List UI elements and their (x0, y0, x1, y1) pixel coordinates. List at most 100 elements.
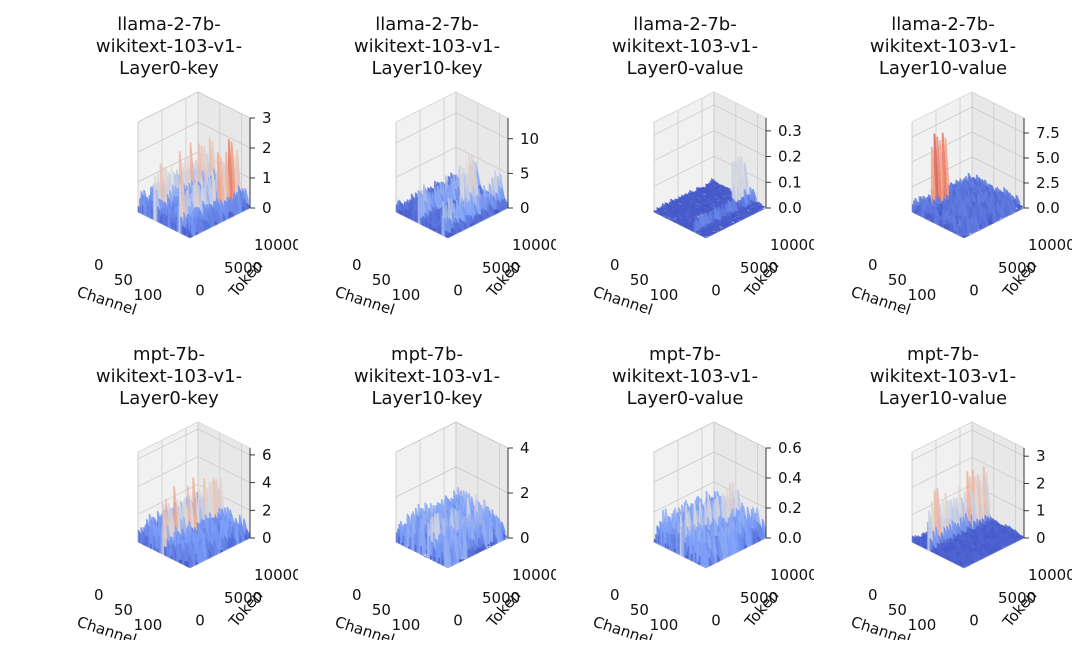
chart-title-line: wikitext-103-v1- (95, 36, 243, 57)
z-tick-label: 0.0 (778, 199, 802, 217)
y-tick-label: 5000 (482, 259, 520, 277)
z-tick-label: 7.5 (1036, 124, 1060, 142)
chart-title-line: wikitext-103-v1- (611, 36, 759, 57)
y-tick-label: 5000 (998, 259, 1036, 277)
gridline (137, 151, 199, 183)
y-tick-label: 10000 (512, 236, 556, 254)
gridline (137, 121, 199, 153)
z-tick-label: 2 (262, 501, 272, 519)
z-tick-label: 5 (520, 164, 530, 182)
gridline (395, 466, 457, 498)
chart-title: mpt-7b-wikitext-103-v1- Layer0-key (40, 344, 298, 410)
surface-cell (188, 554, 193, 569)
chart-title: llama-2-7b-wikitext-103-v1- Layer0-key (40, 14, 298, 80)
z-tick-label: 4 (262, 474, 272, 492)
surface-cell (1000, 205, 1006, 220)
x-tick-label: 50 (114, 601, 133, 619)
z-tick-label: 0 (520, 199, 530, 217)
x-tick-label: 0 (610, 256, 620, 274)
z-tick-label: 0.1 (778, 173, 802, 191)
x-tick-label: 50 (888, 271, 907, 289)
y-tick-label: 10000 (770, 236, 814, 254)
z-tick-label: 0 (262, 199, 272, 217)
x-tick-label: 0 (94, 586, 104, 604)
chart-title-line: Layer0-key (119, 388, 219, 409)
y-tick-label: 10000 (1028, 236, 1072, 254)
y-tick-label: 0 (969, 281, 979, 299)
chart-title-line: Layer0-key (119, 58, 219, 79)
chart-title-line: mpt-7b- (391, 344, 463, 365)
chart-title-line: Layer10-value (878, 58, 1008, 79)
gridline (197, 91, 251, 119)
chart-title: llama-2-7b-wikitext-103-v1- Layer0-value (556, 14, 814, 80)
subplot-4: llama-2-7b-wikitext-103-v1- Layer10-value… (814, 0, 1072, 322)
y-tick-label: 5000 (740, 259, 778, 277)
gridline (395, 147, 457, 178)
x-tick-label: 100 (392, 286, 421, 304)
gridline (137, 456, 199, 487)
chart-title-line: wikitext-103-v1- (869, 36, 1017, 57)
z-tick-label: 1 (262, 169, 272, 187)
z-tick-label: 0.0 (1036, 199, 1060, 217)
surface-cell (962, 234, 967, 239)
y-tick-label: 10000 (254, 236, 298, 254)
gridline (455, 421, 509, 449)
z-tick-label: 10 (520, 130, 539, 148)
y-tick-label: 0 (711, 281, 721, 299)
x-tick-label: 50 (630, 271, 649, 289)
gridline (653, 104, 715, 136)
x-tick-label: 0 (94, 256, 104, 274)
gridline (653, 130, 715, 161)
y-tick-label: 0 (195, 611, 205, 629)
z-tick-label: 5.0 (1036, 149, 1060, 167)
gridline (395, 112, 457, 144)
chart-title: llama-2-7b-wikitext-103-v1- Layer10-key (298, 14, 556, 80)
chart-title: mpt-7b-wikitext-103-v1- Layer10-key (298, 344, 556, 410)
x-tick-label: 100 (134, 616, 163, 634)
chart-title-line: mpt-7b- (133, 344, 205, 365)
x-tick-label: 100 (908, 286, 937, 304)
chart-title-line: Layer0-value (626, 58, 744, 79)
y-tick-label: 10000 (254, 566, 298, 584)
x-tick-label: 100 (134, 286, 163, 304)
z-tick-label: 2 (262, 139, 272, 157)
z-tick-label: 0.2 (778, 148, 802, 166)
subplot-6: mpt-7b-wikitext-103-v1- Layer10-key 0 2 4 0 50… (298, 330, 556, 652)
gridline (395, 421, 457, 453)
subplot-1: llama-2-7b-wikitext-103-v1- Layer0-key 0 1 2… (40, 0, 298, 322)
gridline (911, 106, 973, 138)
z-tick-label: 2.5 (1036, 174, 1060, 192)
surface-cell (446, 234, 451, 239)
chart-title-line: Layer10-key (371, 58, 483, 79)
surface-cell (188, 233, 193, 239)
subplot-3: llama-2-7b-wikitext-103-v1- Layer0-value 0… (556, 0, 814, 322)
chart-title-line: wikitext-103-v1- (353, 36, 501, 57)
x-tick-label: 50 (372, 271, 391, 289)
z-tick-label: 0 (262, 529, 272, 547)
surface-cell (970, 221, 976, 235)
subplot-2: llama-2-7b-wikitext-103-v1- Layer10-key 0 5… (298, 0, 556, 322)
subplot-5: mpt-7b-wikitext-103-v1- Layer0-key 0 2 4 6 0 50… (40, 330, 298, 652)
chart-title-line: llama-2-7b- (375, 14, 479, 35)
z-tick-label: 6 (262, 446, 272, 464)
z-tick-label: 3 (262, 109, 272, 127)
y-tick-label: 5000 (224, 259, 262, 277)
chart-title-line: wikitext-103-v1- (95, 366, 243, 387)
x-tick-label: 100 (650, 286, 679, 304)
y-tick-label: 0 (195, 281, 205, 299)
chart-title: llama-2-7b-wikitext-103-v1- Layer10-value (814, 14, 1072, 80)
gridline (137, 428, 199, 460)
x-tick-label: 50 (114, 271, 133, 289)
chart-title-line: llama-2-7b- (633, 14, 737, 35)
y-tick-label: 0 (453, 281, 463, 299)
gridline (137, 91, 199, 123)
x-tick-label: 0 (868, 256, 878, 274)
z-tick-label: 0.3 (778, 122, 802, 140)
